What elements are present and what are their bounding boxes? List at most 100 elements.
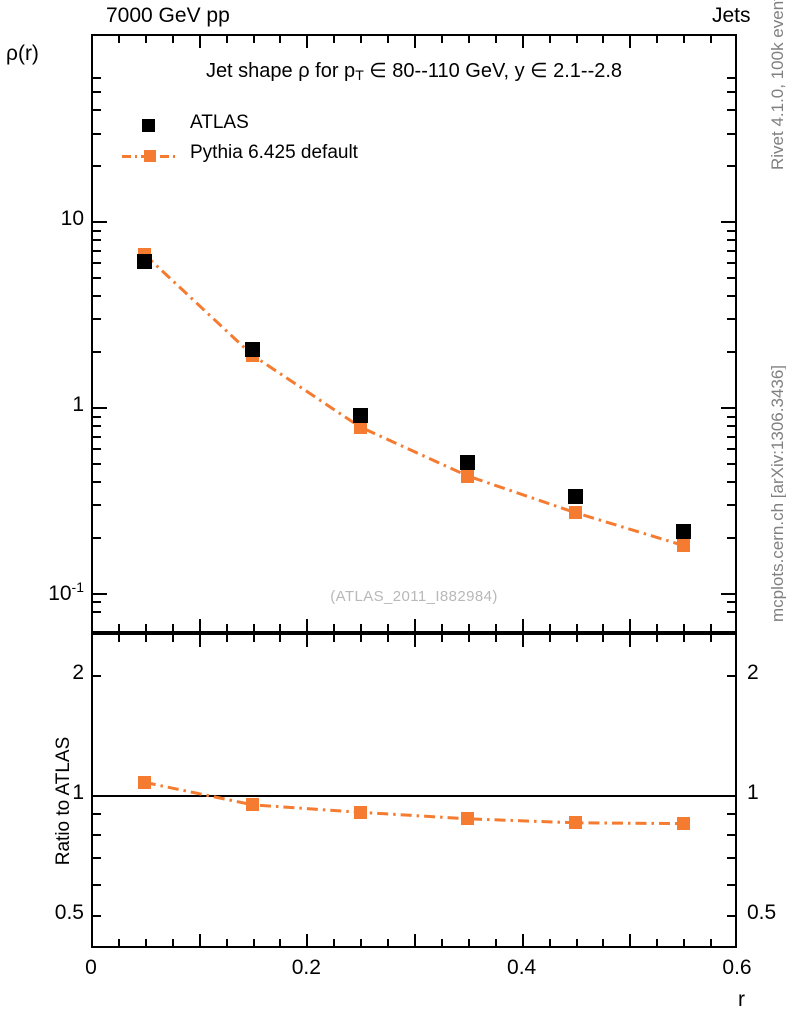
axis-tick xyxy=(727,883,735,886)
axis-tick xyxy=(171,635,174,642)
atlas-data-point xyxy=(352,408,368,423)
axis-tick xyxy=(171,939,174,946)
axis-tick xyxy=(727,277,735,280)
y-axis-tick-label-ratio: 1 xyxy=(72,781,84,804)
axis-tick xyxy=(360,635,363,642)
axis-tick xyxy=(440,36,443,43)
axis-tick xyxy=(360,36,363,43)
axis-tick xyxy=(602,624,605,631)
axis-tick xyxy=(93,504,101,507)
axis-tick xyxy=(656,36,659,43)
axis-tick xyxy=(171,36,174,43)
axis-tick xyxy=(360,624,363,631)
axis-tick xyxy=(727,415,735,418)
axis-tick xyxy=(494,635,497,642)
axis-tick xyxy=(93,856,101,859)
y-axis-tick-label: 10 xyxy=(60,207,84,231)
axis-tick xyxy=(710,635,713,642)
axis-tick xyxy=(93,132,101,135)
atlas-data-point xyxy=(675,523,691,539)
axis-tick xyxy=(198,619,201,631)
axis-tick xyxy=(93,295,101,298)
axis-tick xyxy=(279,36,282,43)
axis-tick xyxy=(93,462,101,465)
axis-tick xyxy=(93,91,101,94)
plot-title: Jet shape ρ for pT ∈ 80--110 GeV, y ∈ 2.… xyxy=(205,60,623,83)
axis-tick xyxy=(602,36,605,43)
axis-tick xyxy=(93,833,101,836)
axis-tick xyxy=(727,601,735,604)
axis-tick xyxy=(333,635,336,642)
atlas-data-point xyxy=(245,341,260,357)
legend-label: Pythia 6.425 default xyxy=(190,142,358,163)
axis-tick xyxy=(727,165,735,168)
axis-tick xyxy=(494,36,497,43)
axis-tick xyxy=(93,435,101,438)
axis-tick xyxy=(93,277,101,280)
axis-tick xyxy=(333,624,336,631)
axis-tick xyxy=(93,536,101,539)
axis-tick xyxy=(198,934,201,946)
axis-tick xyxy=(93,448,101,451)
axis-tick xyxy=(225,635,228,642)
axis-tick xyxy=(521,36,524,48)
axis-tick xyxy=(727,109,735,112)
axis-tick xyxy=(93,249,101,252)
atlas-data-point xyxy=(568,488,583,504)
axis-tick xyxy=(225,939,228,946)
axis-tick xyxy=(93,610,101,613)
axis-tick xyxy=(333,939,336,946)
axis-tick xyxy=(93,407,107,409)
axis-tick xyxy=(575,635,578,642)
axis-tick xyxy=(93,415,101,418)
pythia-data-point xyxy=(569,506,582,520)
axis-tick xyxy=(387,624,390,631)
y-axis-tick-label-ratio: 0.5 xyxy=(54,901,84,925)
axis-tick xyxy=(252,36,255,43)
axis-tick xyxy=(629,36,632,48)
axis-tick xyxy=(198,36,201,48)
axis-tick xyxy=(93,601,101,604)
axis-tick xyxy=(683,624,686,631)
axis-tick xyxy=(279,939,282,946)
axis-tick xyxy=(306,36,309,48)
axis-tick xyxy=(306,934,309,946)
axis-tick xyxy=(93,425,101,427)
pythia-data-point xyxy=(353,420,367,434)
axis-tick xyxy=(117,624,120,631)
axis-tick xyxy=(521,619,524,631)
axis-tick xyxy=(629,619,632,631)
axis-tick xyxy=(727,833,735,836)
x-axis-tick-label: 0.6 xyxy=(722,956,752,979)
axis-tick xyxy=(144,624,147,631)
axis-tick xyxy=(727,674,735,677)
axis-tick xyxy=(727,504,735,507)
square-marker-icon xyxy=(142,119,155,132)
axis-tick xyxy=(727,813,735,816)
axis-tick xyxy=(252,624,255,631)
axis-tick xyxy=(521,934,524,946)
axis-tick xyxy=(727,448,735,451)
axis-tick xyxy=(467,635,470,642)
axis-tick xyxy=(494,939,497,946)
axis-tick xyxy=(387,635,390,642)
axis-tick xyxy=(225,36,228,43)
y-axis-tick-label: 1 xyxy=(72,393,84,416)
axis-tick xyxy=(710,36,713,43)
pythia-ratio-point xyxy=(569,816,582,830)
axis-tick xyxy=(727,480,735,483)
axis-tick xyxy=(252,939,255,946)
axis-tick xyxy=(279,624,282,631)
axis-tick xyxy=(710,939,713,946)
legend-label: ATLAS xyxy=(190,112,249,133)
axis-tick xyxy=(198,635,201,647)
pythia-ratio-point xyxy=(138,775,152,789)
axis-tick xyxy=(93,109,101,112)
y-axis-tick-label-ratio-right: 1 xyxy=(747,781,759,804)
x-axis-title: r xyxy=(738,988,745,1011)
axis-tick xyxy=(414,36,416,48)
pythia-ratio-point xyxy=(246,798,259,812)
axis-tick xyxy=(93,221,107,224)
